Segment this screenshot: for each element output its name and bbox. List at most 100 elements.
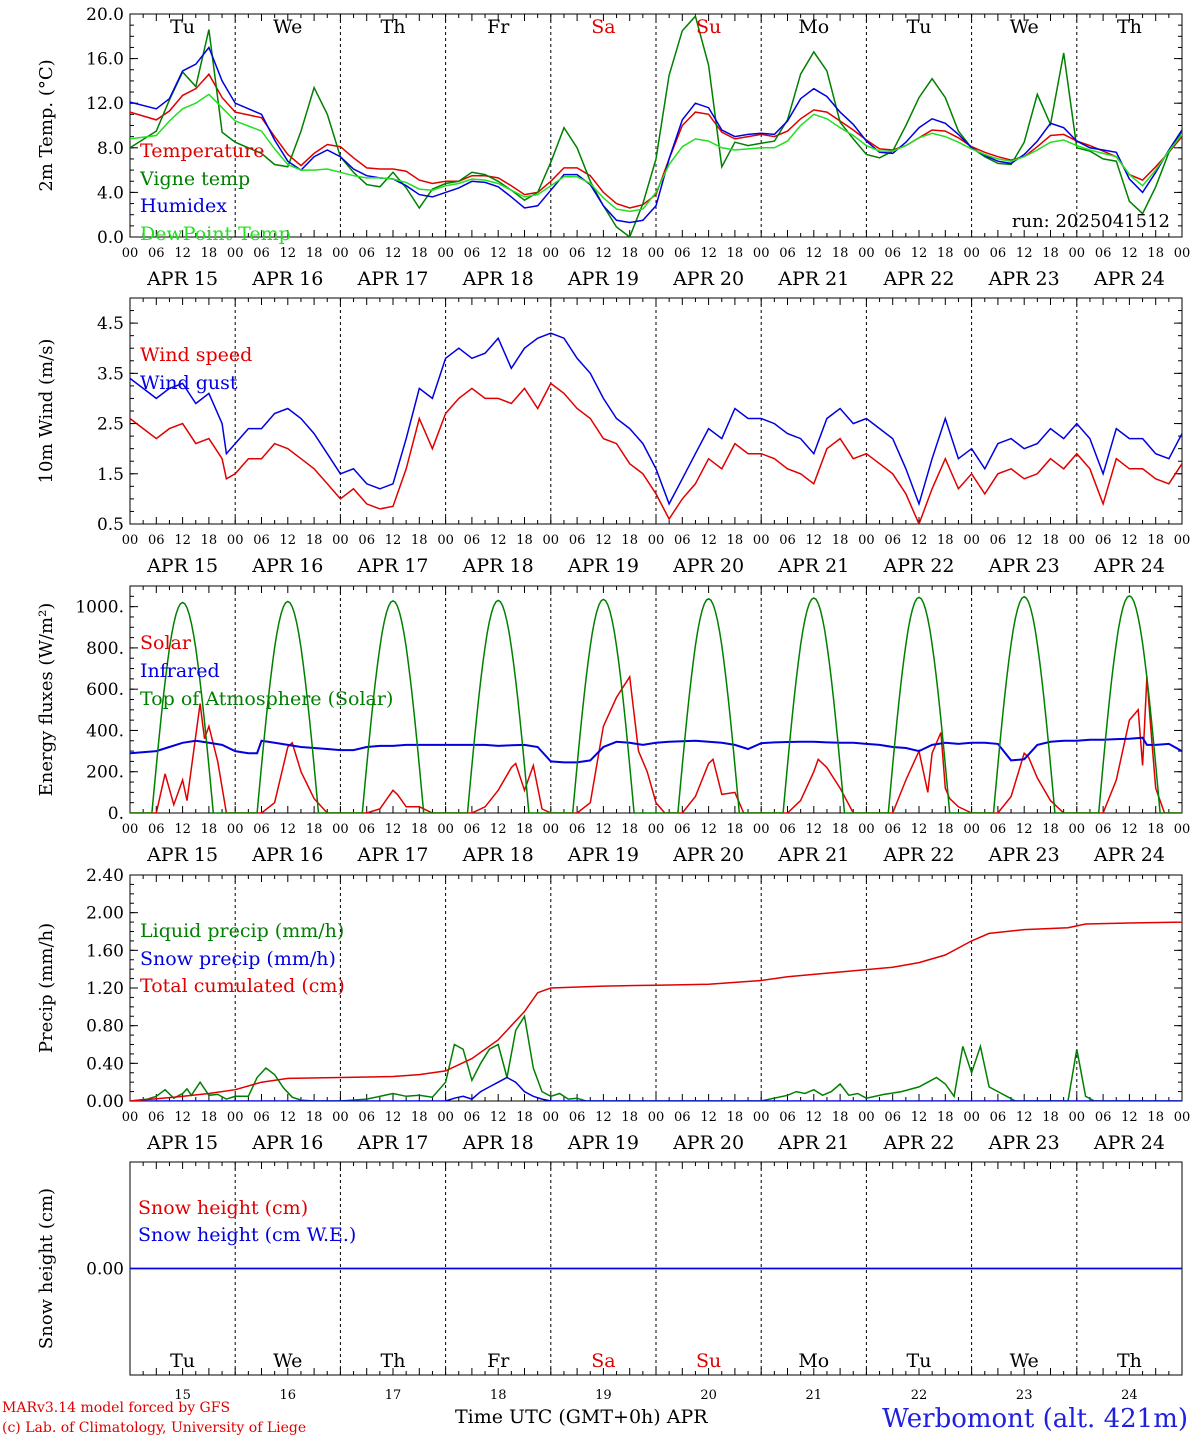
y-tick-label: 2.5 <box>97 415 124 435</box>
x-hour-label: 06 <box>1095 533 1112 548</box>
x-hour-label: 06 <box>253 1110 270 1125</box>
x-hour-label: 12 <box>1016 533 1033 548</box>
x-hour-label: 00 <box>1174 533 1191 548</box>
x-hour-label: 12 <box>595 1110 612 1125</box>
panel-temp <box>129 13 1183 238</box>
x-hour-label: 12 <box>490 533 507 548</box>
x-hour-label: 06 <box>358 533 375 548</box>
weekday-label: Th <box>1117 1350 1142 1372</box>
x-hour-label: 12 <box>806 822 823 837</box>
x-hour-label: 06 <box>569 822 586 837</box>
x-hour-label: 00 <box>1069 533 1086 548</box>
y-tick-label: 0.00 <box>86 1092 124 1112</box>
x-hour-label: 00 <box>753 246 770 261</box>
x-hour-label: 00 <box>332 822 349 837</box>
y-tick-label: 3.5 <box>97 364 124 384</box>
legend-entry: Snow height (cm) <box>138 1197 308 1219</box>
x-hour-label: 00 <box>227 246 244 261</box>
x-hour-label: 12 <box>280 246 297 261</box>
x-hour-label: 06 <box>779 1110 796 1125</box>
x-hour-label: 12 <box>1121 1110 1138 1125</box>
x-date-label: APR 20 <box>672 844 744 866</box>
weekday-label: Sa <box>591 16 615 38</box>
series-line-wind-speed <box>130 382 1182 524</box>
x-hour-label: 18 <box>201 1110 218 1125</box>
x-hour-label: 18 <box>1147 822 1164 837</box>
x-hour-label: 12 <box>911 822 928 837</box>
x-hour-label: 18 <box>201 246 218 261</box>
x-hour-label: 00 <box>858 1110 875 1125</box>
x-hour-label: 12 <box>700 1110 717 1125</box>
y-tick-label: 1.20 <box>86 979 124 999</box>
x-hour-label: 12 <box>385 246 402 261</box>
x-hour-label: 12 <box>806 246 823 261</box>
x-hour-label: 00 <box>543 1110 560 1125</box>
x-hour-label: 12 <box>490 822 507 837</box>
series-line-total-cumulated-cm- <box>130 921 1182 1101</box>
x-date-label: APR 15 <box>146 555 218 577</box>
weekday-label: Su <box>696 1350 721 1372</box>
x-hour-label: 18 <box>832 533 849 548</box>
x-date-label: APR 21 <box>777 555 849 577</box>
x-hour-label: 12 <box>700 822 717 837</box>
x-hour-label: 00 <box>963 822 980 837</box>
x-hour-label: 18 <box>1147 246 1164 261</box>
x-date-label: APR 18 <box>462 1132 534 1154</box>
weekday-label: Mo <box>798 1350 829 1372</box>
x-hour-label: 12 <box>911 1110 928 1125</box>
x-date-label: APR 18 <box>462 844 534 866</box>
x-hour-label: 00 <box>858 533 875 548</box>
x-hour-label: 18 <box>411 533 428 548</box>
x-hour-label: 00 <box>122 246 139 261</box>
x-hour-label: 12 <box>174 1110 191 1125</box>
x-hour-label: 12 <box>385 822 402 837</box>
x-hour-label: 12 <box>700 533 717 548</box>
y-tick-label: 8.0 <box>97 139 124 159</box>
x-hour-label: 06 <box>148 1110 165 1125</box>
y-tick-label: 20.0 <box>86 5 124 25</box>
x-hour-label: 18 <box>621 822 638 837</box>
x-hour-label: 18 <box>411 246 428 261</box>
x-hour-label: 06 <box>253 822 270 837</box>
x-hour-label: 18 <box>1042 1110 1059 1125</box>
x-hour-label: 18 <box>1147 1110 1164 1125</box>
x-hour-label: 12 <box>280 533 297 548</box>
x-date-label: APR 20 <box>672 1132 744 1154</box>
x-date-label: APR 16 <box>251 1132 323 1154</box>
x-hour-label: 06 <box>253 246 270 261</box>
x-hour-label: 06 <box>779 822 796 837</box>
series-line-vigne-temp <box>130 14 1182 237</box>
x-hour-label: 18 <box>411 822 428 837</box>
x-hour-label: 06 <box>884 822 901 837</box>
x-hour-label: 18 <box>1042 822 1059 837</box>
x-hour-label: 18 <box>727 246 744 261</box>
y-tick-label: 200. <box>86 763 124 783</box>
x-date-label: APR 16 <box>251 555 323 577</box>
y-tick-label: 16.0 <box>86 50 124 70</box>
legend-entry: Temperature <box>140 140 264 162</box>
weekday-label: Tu <box>907 16 932 38</box>
x-hour-label: 00 <box>543 822 560 837</box>
x-hour-label: 06 <box>253 533 270 548</box>
panel-energy <box>129 585 1183 814</box>
x-hour-label: 00 <box>543 246 560 261</box>
weekday-label: Fr <box>487 1350 510 1372</box>
x-hour-label: 12 <box>1016 822 1033 837</box>
legend-entry: Top of Atmosphere (Solar) <box>140 688 393 710</box>
x-date-label: APR 15 <box>146 268 218 290</box>
x-hour-label: 00 <box>437 1110 454 1125</box>
x-hour-label: 00 <box>963 533 980 548</box>
x-date-label: APR 19 <box>567 844 639 866</box>
y-axis-label: Snow height (cm) <box>36 1188 57 1349</box>
x-hour-label: 12 <box>385 1110 402 1125</box>
x-hour-label: 00 <box>332 533 349 548</box>
x-hour-label: 06 <box>674 1110 691 1125</box>
x-hour-label: 06 <box>990 533 1007 548</box>
x-hour-label: 06 <box>569 533 586 548</box>
day-number-label: 23 <box>1016 1388 1033 1403</box>
x-hour-label: 06 <box>674 533 691 548</box>
x-date-label: APR 20 <box>672 268 744 290</box>
x-hour-label: 12 <box>490 246 507 261</box>
x-hour-label: 00 <box>437 246 454 261</box>
x-hour-label: 12 <box>700 246 717 261</box>
